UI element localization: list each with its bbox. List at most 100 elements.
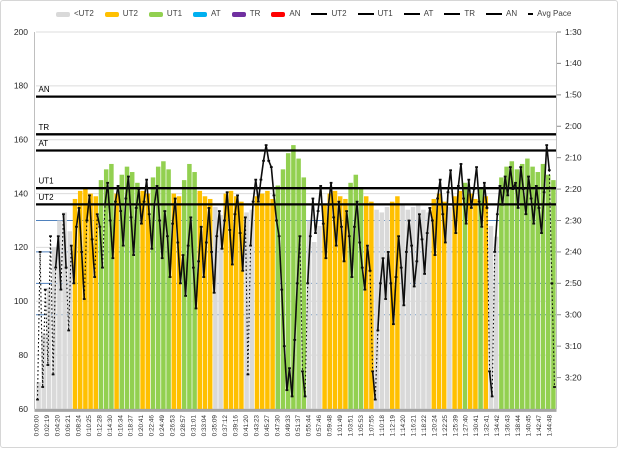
avg-pace-marker bbox=[371, 370, 375, 373]
legend-item-an-line[interactable]: AN bbox=[486, 10, 517, 18]
avg-pace-marker bbox=[116, 185, 120, 187]
hr-zone-column bbox=[504, 166, 509, 409]
hr-zone-column bbox=[493, 236, 499, 409]
avg-pace-marker bbox=[282, 345, 286, 348]
right-axis-tick-label: 2:40 bbox=[565, 247, 582, 257]
hr-zone-column bbox=[317, 225, 322, 409]
legend-item-ut1-bars[interactable]: UT1 bbox=[148, 10, 182, 18]
avg-pace-marker bbox=[290, 395, 294, 398]
hr-zone-column bbox=[176, 196, 182, 409]
avg-pace-marker bbox=[155, 185, 159, 187]
avg-pace-marker bbox=[384, 298, 388, 300]
avg-pace-marker bbox=[376, 329, 380, 332]
avg-pace-marker bbox=[446, 191, 450, 194]
avg-pace-marker bbox=[347, 235, 351, 238]
x-axis-tick-label: 0:02:19 bbox=[44, 415, 51, 437]
hr-zone-column bbox=[551, 180, 556, 409]
avg-pace-marker bbox=[176, 241, 180, 244]
legend-item-at-bars[interactable]: AT bbox=[193, 10, 221, 18]
hr-zone-column bbox=[395, 196, 400, 409]
avg-pace-marker bbox=[521, 188, 525, 190]
avg-pace-marker bbox=[38, 251, 42, 253]
left-axis-tick-label: 80 bbox=[19, 350, 29, 360]
avg-pace-marker bbox=[62, 213, 65, 216]
legend-item-below-ut2-bars[interactable]: <UT2 bbox=[56, 10, 94, 18]
legend-item-ut2-bars[interactable]: UT2 bbox=[104, 10, 138, 18]
avg-pace-marker bbox=[150, 247, 154, 250]
legend-item-tr-line[interactable]: TR bbox=[444, 10, 475, 18]
avg-pace-marker bbox=[158, 219, 162, 222]
avg-pace-marker bbox=[75, 225, 78, 228]
avg-pace-marker bbox=[173, 197, 177, 200]
hr-zone-column bbox=[46, 287, 52, 409]
hr-zone-column bbox=[88, 193, 93, 409]
right-axis-tick-label: 2:30 bbox=[565, 215, 582, 225]
hr-zone-column bbox=[62, 212, 67, 409]
hr-zone-column bbox=[171, 193, 177, 409]
left-axis-labels[interactable]: 200 180 160 140 120 100 80 60 bbox=[14, 27, 28, 414]
legend-item-avg-pace[interactable]: Avg Pace bbox=[528, 10, 571, 18]
avg-pace-marker bbox=[451, 203, 455, 206]
legend-item-at-line[interactable]: AT bbox=[403, 10, 433, 18]
avg-pace-marker bbox=[127, 175, 130, 178]
hr-zone-column bbox=[228, 190, 234, 409]
x-axis-tick-label: 1:40:45 bbox=[526, 415, 533, 437]
hr-zone-column bbox=[379, 212, 385, 409]
avg-pace-series[interactable] bbox=[36, 144, 556, 401]
avg-pace-marker bbox=[459, 163, 463, 165]
right-axis-tick-label: 2:20 bbox=[565, 184, 582, 194]
avg-pace-marker bbox=[137, 188, 141, 190]
avg-pace-marker bbox=[485, 207, 489, 209]
avg-pace-marker bbox=[275, 219, 278, 222]
zone-threshold-lines[interactable]: AN TR AT UT1 UT2 bbox=[36, 85, 556, 206]
avg-pace-marker bbox=[482, 181, 486, 184]
avg-pace-marker bbox=[267, 159, 271, 162]
avg-pace-marker bbox=[85, 219, 89, 222]
avg-pace-marker bbox=[202, 276, 206, 278]
x-axis-labels[interactable]: 0:00:00 0:02:19 0:04:20 0:06:21 0:08:24 0:10:… bbox=[34, 415, 554, 437]
avg-pace-marker bbox=[381, 257, 385, 260]
avg-pace-marker bbox=[353, 225, 356, 228]
avg-pace-marker bbox=[160, 257, 164, 260]
x-axis-tick-label: 1:30:41 bbox=[473, 415, 480, 437]
right-axis-labels[interactable]: 1:30 1:40 1:50 2:00 2:10 2:20 2:30 2:40 2:50 3:00… bbox=[557, 27, 582, 383]
avg-pace-marker bbox=[412, 285, 416, 288]
x-axis-tick-label: 1:38:44 bbox=[515, 415, 522, 437]
legend-item-ut2-line[interactable]: UT2 bbox=[311, 10, 347, 18]
hr-zone-column bbox=[473, 198, 478, 409]
legend-item-ut1-line[interactable]: UT1 bbox=[357, 10, 393, 18]
avg-pace-marker bbox=[288, 367, 291, 370]
x-axis-tick-label: 0:22:46 bbox=[149, 415, 156, 437]
avg-pace-marker bbox=[498, 185, 502, 187]
x-axis-tick-label: 1:34:42 bbox=[494, 415, 501, 437]
hr-zone-column bbox=[265, 190, 270, 409]
avg-pace-marker bbox=[410, 244, 414, 247]
x-axis-tick-label: 0:00:00 bbox=[34, 415, 41, 437]
avg-pace-marker bbox=[553, 386, 556, 388]
legend-item-an-bars[interactable]: AN bbox=[271, 10, 300, 18]
x-axis-tick-label: 0:57:46 bbox=[316, 415, 323, 437]
avg-pace-marker bbox=[101, 266, 104, 269]
avg-pace-marker bbox=[59, 288, 63, 291]
avg-pace-marker bbox=[363, 288, 367, 291]
avg-pace-marker bbox=[238, 232, 242, 234]
hr-zone-column bbox=[119, 174, 125, 409]
avg-pace-marker bbox=[534, 185, 538, 187]
avg-pace-marker bbox=[191, 266, 195, 269]
x-axis-tick-label: 1:16:21 bbox=[410, 415, 417, 437]
hr-zone-column bbox=[436, 193, 442, 409]
hr-zone-column bbox=[405, 209, 411, 409]
x-axis-tick-label: 1:44:48 bbox=[547, 415, 554, 437]
an-line-icon bbox=[486, 13, 503, 15]
legend-item-tr-bars[interactable]: TR bbox=[231, 10, 260, 18]
avg-pace-marker bbox=[337, 200, 341, 203]
zone-line-label: AT bbox=[39, 139, 49, 148]
avg-pace-marker bbox=[220, 247, 224, 250]
x-axis-tick-label: 0:18:37 bbox=[128, 415, 135, 437]
avg-pace-marker bbox=[140, 222, 143, 225]
avg-pace-marker bbox=[166, 235, 169, 238]
x-axis-tick-label: 0:33:04 bbox=[201, 415, 208, 437]
x-axis-tick-label: 0:28:57 bbox=[180, 415, 187, 437]
